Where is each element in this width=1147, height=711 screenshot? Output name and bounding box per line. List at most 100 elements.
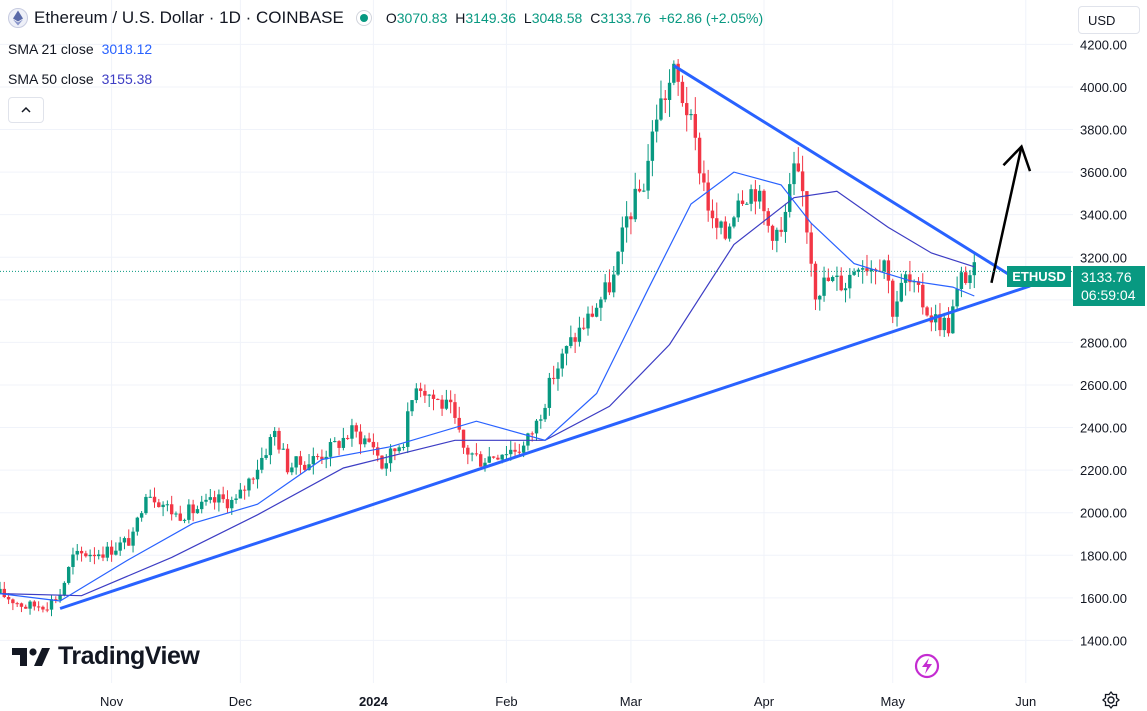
candle-body: [483, 462, 487, 467]
candle-body: [260, 457, 264, 470]
candle-body: [431, 394, 436, 399]
candle-body: [157, 502, 161, 508]
candle-body: [672, 63, 676, 83]
candle-body: [500, 454, 504, 460]
candle-body: [182, 519, 187, 521]
tradingview-wordmark: TradingView: [58, 642, 200, 670]
candle-body: [964, 272, 968, 283]
price-tick-label: 1400.00: [1080, 633, 1127, 648]
candle-body: [11, 599, 15, 604]
candle-body: [805, 191, 809, 233]
candle-body: [165, 504, 170, 506]
candle-body: [315, 456, 320, 458]
settings-gear-icon[interactable]: [1101, 690, 1121, 710]
grid: [0, 0, 1073, 683]
candle-body: [401, 446, 406, 448]
candle-body: [406, 411, 410, 447]
ohlc-values: O3070.83 H3149.36 L3048.58 C3133.76 +62.…: [385, 10, 764, 26]
candle-body: [903, 274, 908, 283]
candle-body: [200, 501, 204, 510]
candle-body: [341, 437, 346, 448]
candle-body: [423, 390, 427, 396]
candle-body: [543, 407, 547, 420]
candle-body: [75, 550, 79, 555]
candle-body: [590, 313, 594, 317]
candle-body: [710, 210, 715, 219]
price-tick-label: 1800.00: [1080, 548, 1127, 563]
candle-body: [41, 606, 45, 610]
candle-body: [131, 531, 135, 546]
collapse-legend-button[interactable]: [8, 97, 44, 123]
candle-body: [749, 189, 753, 204]
tradingview-logo[interactable]: TradingView: [12, 642, 200, 671]
candle-body: [551, 377, 556, 379]
candle-body: [818, 295, 822, 300]
candle-body: [513, 449, 517, 452]
candle-body: [466, 447, 470, 455]
candle-body: [307, 464, 311, 470]
price-tick-label: 2000.00: [1080, 506, 1127, 521]
candle-body: [277, 430, 281, 450]
candle-body: [629, 216, 633, 220]
candle-body: [92, 554, 97, 557]
candle-body: [685, 103, 689, 116]
sma21-legend[interactable]: SMA 21 close 3018.12: [8, 41, 153, 57]
candle-body: [15, 603, 19, 605]
currency-button[interactable]: USD: [1078, 6, 1140, 34]
candle-body: [2, 588, 6, 597]
candle-body: [337, 441, 341, 448]
candle-body: [650, 131, 655, 161]
price-tick-label: 3200.00: [1080, 250, 1127, 265]
candle-body: [895, 301, 899, 317]
candle-body: [24, 606, 28, 609]
candle-body: [427, 394, 431, 396]
candle-body: [946, 317, 951, 334]
candle-body: [612, 274, 616, 293]
candle-body: [320, 456, 324, 460]
candle-body: [105, 546, 109, 558]
candle-body: [882, 260, 886, 272]
candle-body: [234, 498, 238, 500]
price-axis: 1400.00 1600.00 1800.00 2000.00 2200.00 2400.…: [1073, 0, 1147, 711]
candle-body: [230, 499, 234, 509]
candle-body: [294, 456, 298, 468]
sma50-legend[interactable]: SMA 50 close 3155.38: [8, 71, 153, 87]
candle-body: [723, 221, 728, 239]
legend: Ethereum / U.S. Dollar · 1D · COINBASE O…: [8, 8, 763, 28]
candle-body: [916, 281, 921, 285]
candle-body: [564, 345, 569, 354]
candle-body: [715, 218, 719, 228]
candle-body: [938, 314, 942, 331]
candle-body: [208, 497, 213, 500]
candle-body: [414, 388, 419, 401]
trendline: [59, 284, 1031, 610]
candle-body: [122, 538, 127, 543]
candle-body: [19, 603, 24, 607]
candle-body: [212, 497, 217, 503]
candle-body: [139, 513, 144, 518]
candle-body: [328, 442, 333, 457]
candle-body: [757, 190, 762, 202]
candle-body: [97, 554, 101, 557]
candle-body: [642, 190, 646, 192]
candle-body: [753, 189, 758, 202]
candle-body: [792, 163, 796, 185]
candle-body: [599, 299, 603, 308]
symbol-title[interactable]: Ethereum / U.S. Dollar · 1D · COINBASE: [34, 8, 344, 27]
candle-body: [539, 419, 543, 421]
candle-body: [45, 609, 49, 611]
candle-body: [88, 554, 92, 557]
candle-body: [178, 513, 182, 521]
candle-body: [719, 221, 723, 228]
candle-body: [586, 313, 590, 329]
candle-body: [32, 601, 37, 607]
candle-body: [852, 271, 856, 275]
price-tick-label: 2200.00: [1080, 463, 1127, 478]
candle-body: [474, 453, 479, 455]
candle-body: [62, 582, 67, 595]
sma50-line: [0, 190, 975, 597]
lightning-icon[interactable]: [913, 652, 941, 680]
candle-body: [959, 272, 964, 289]
candle-body: [633, 188, 637, 220]
